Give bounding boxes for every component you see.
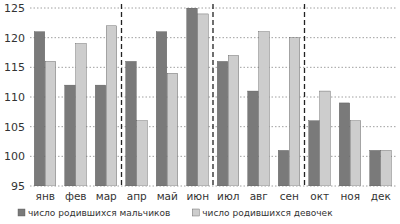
bar [350,121,360,186]
bar [137,121,147,186]
x-tick-label: окт [310,190,329,202]
y-tick-label: 110 [4,91,25,104]
quarter-separator [212,4,213,186]
x-tick-label: июл [217,190,239,202]
legend-swatch [18,209,25,216]
bar [34,32,44,186]
y-tick-label: 120 [4,32,25,45]
bar [228,55,238,186]
y-tick-label: 100 [4,150,25,163]
x-tick-label: май [157,190,178,202]
x-tick-label: дек [371,190,391,202]
y-tick-label: 105 [4,121,25,134]
y-tick-label: 125 [4,2,25,15]
x-tick-label: янв [36,190,55,202]
x-tick-label: авг [250,190,268,202]
bar [126,61,136,186]
bar [259,32,269,186]
bar [289,38,299,186]
bars [34,8,391,186]
chart-svg: 95 100 105 110 115 120 125 янвфевмарапрмайиюнию… [0,0,400,224]
bar [187,8,197,186]
legend: число родившихся мальчиков число родивших… [18,208,333,218]
x-tick-label: ноя [340,190,360,202]
bar [95,85,105,186]
bar [320,91,330,186]
legend-swatch [192,209,199,216]
bar [370,150,380,186]
bar [106,26,116,186]
x-tick-label: июн [186,190,209,202]
bar [198,14,208,186]
bar [156,32,166,186]
y-tick-label: 95 [11,180,25,193]
bar [45,61,55,186]
bar [217,61,227,186]
legend-label: число родившихся девочек [202,208,333,218]
x-tick-label: сен [280,190,299,202]
bar [76,44,86,186]
bar [278,150,288,186]
quarter-separator [304,4,305,186]
bar [309,121,319,186]
chart-container: 95 100 105 110 115 120 125 янвфевмарапрмайиюнию… [0,0,400,224]
bar [339,103,349,186]
x-tick-label: мар [96,190,117,202]
x-tick-label: апр [127,190,147,202]
bar [248,91,258,186]
legend-label: число родившихся мальчиков [28,208,170,218]
x-tick-label: фев [65,190,87,202]
bar [381,150,391,186]
quarter-separator [121,4,122,186]
bar [167,73,177,186]
bar [65,85,75,186]
y-tick-label: 115 [4,61,25,74]
